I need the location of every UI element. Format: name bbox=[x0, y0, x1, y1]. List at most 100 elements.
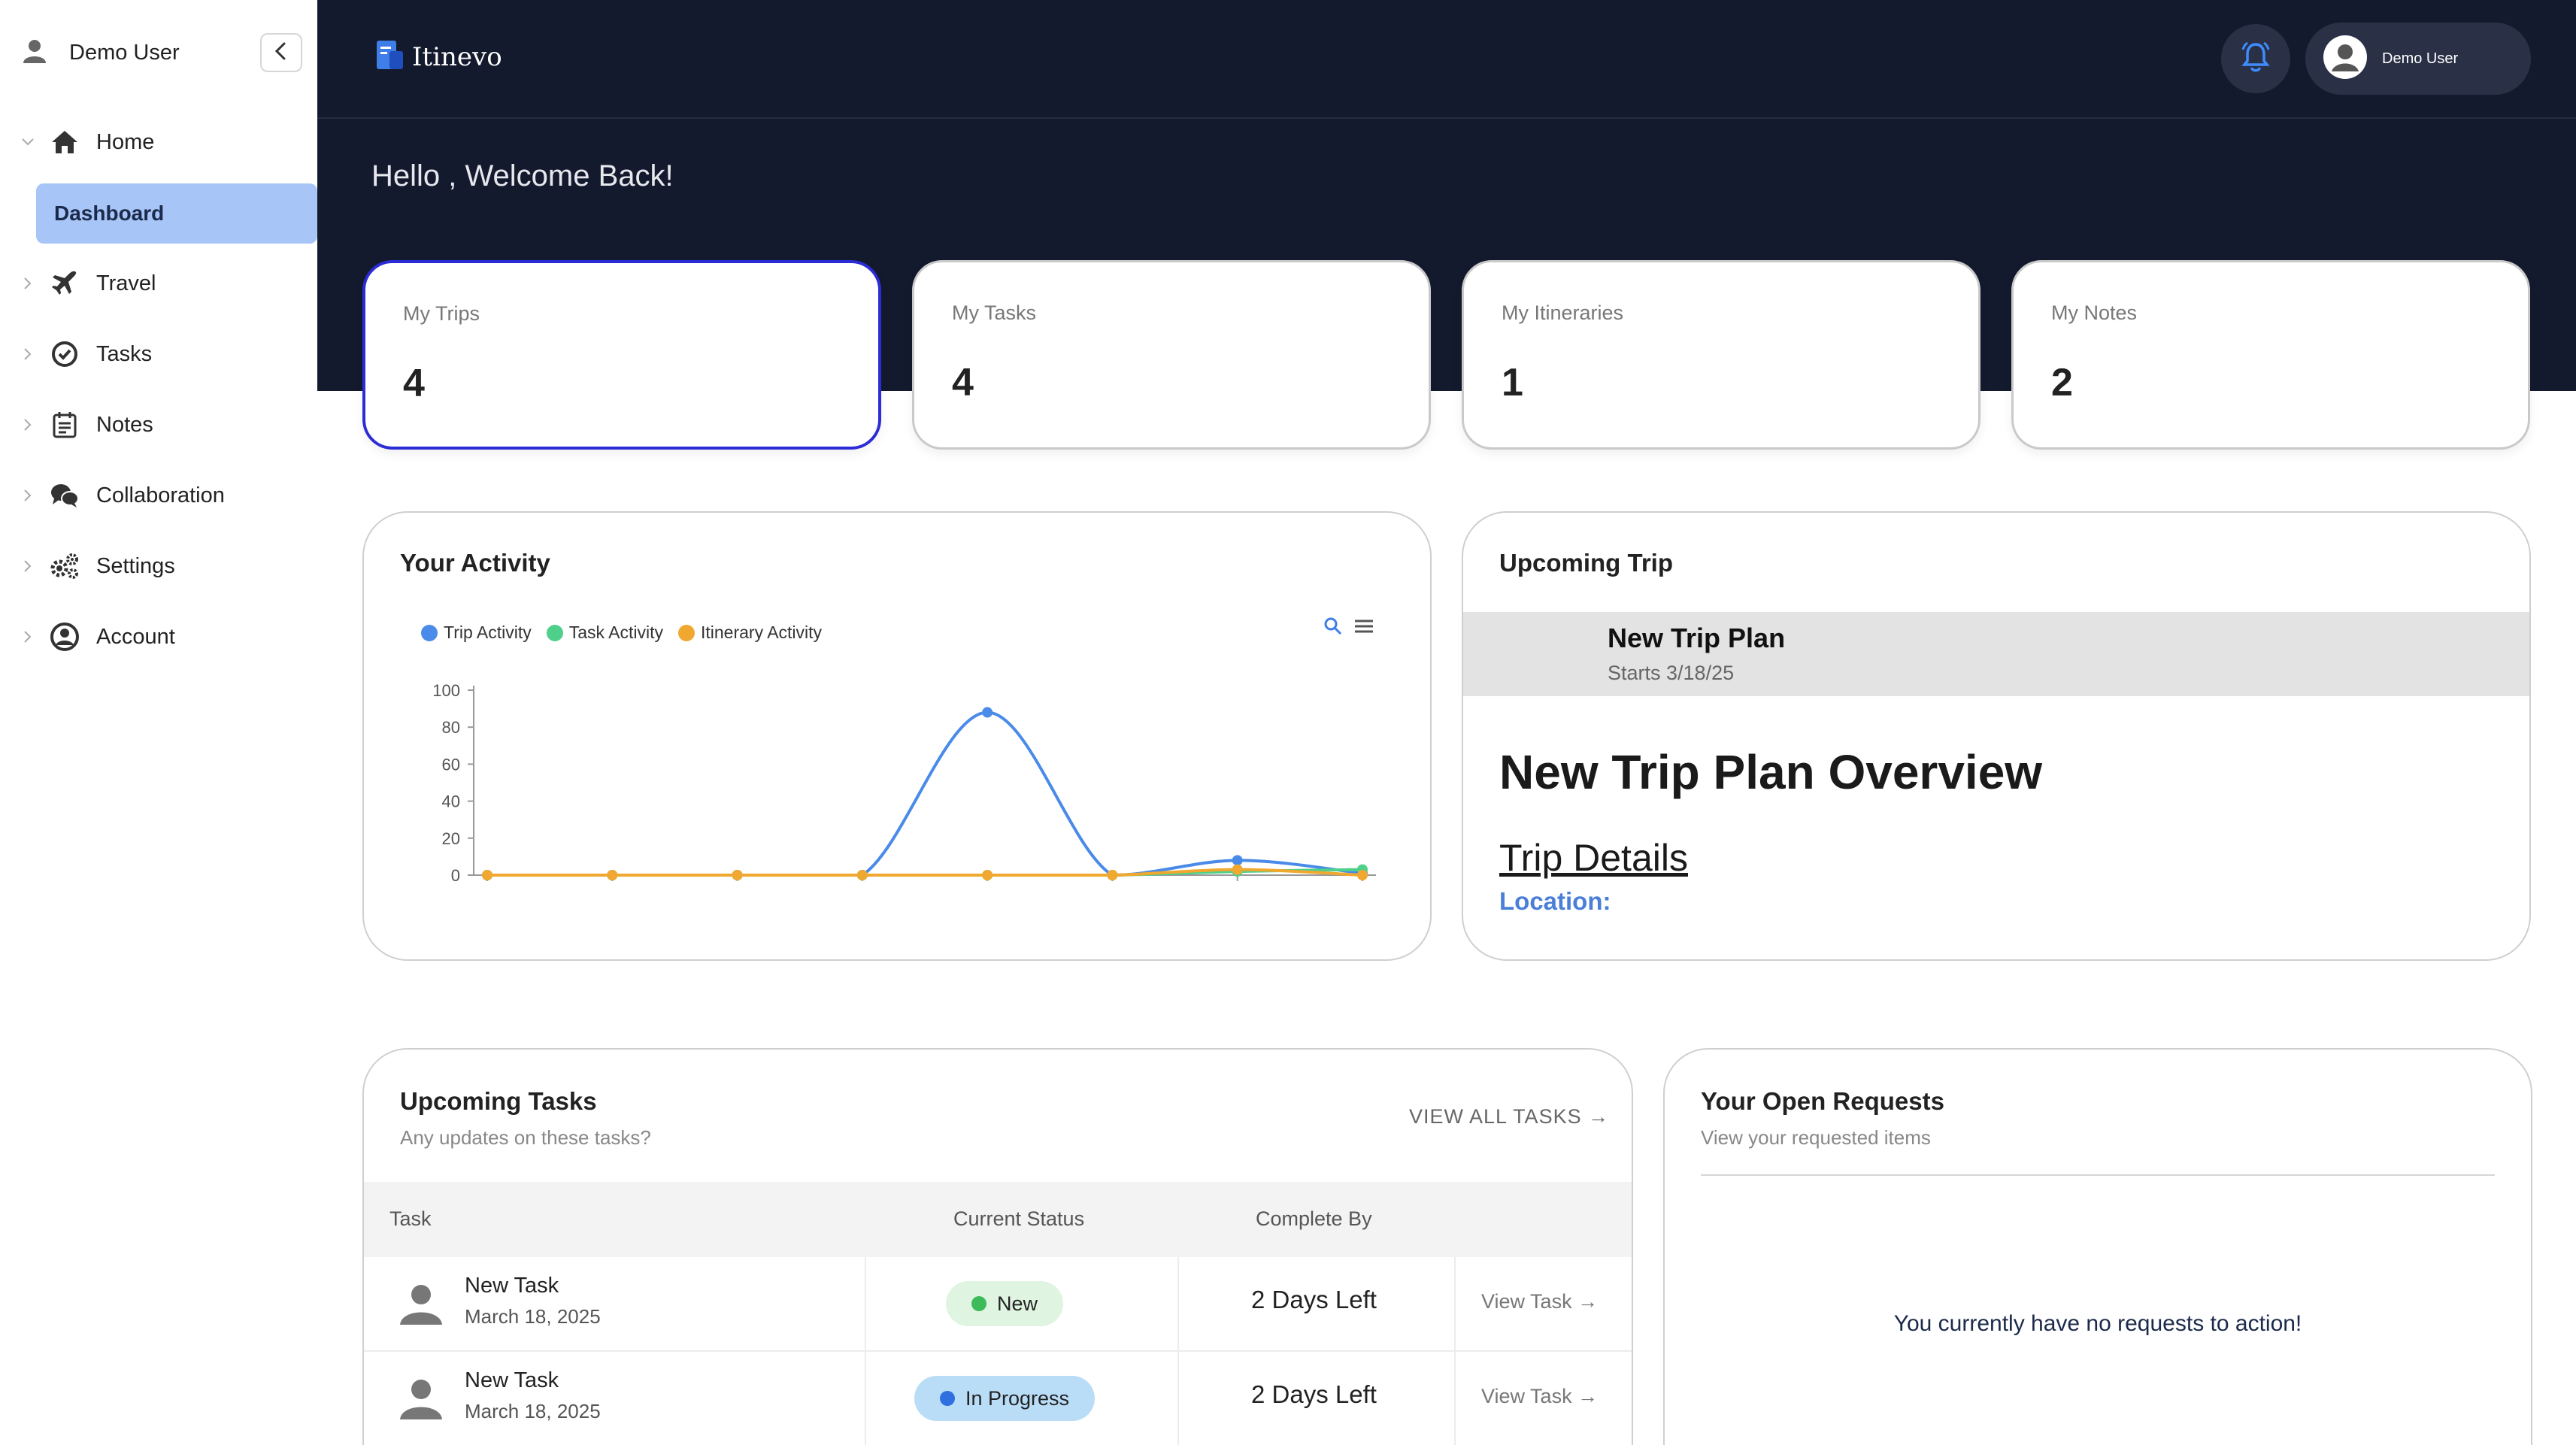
sidebar-item-label: Tasks bbox=[96, 341, 153, 366]
trip-location-label: Location: bbox=[1499, 887, 1611, 915]
chevron-right-icon bbox=[20, 417, 36, 433]
activity-chart: 100 80 60 40 20 0 bbox=[432, 681, 1376, 885]
chevron-right-icon bbox=[20, 275, 36, 292]
sidebar-item-label: Home bbox=[96, 129, 155, 154]
user-icon bbox=[21, 38, 48, 68]
legend-swatch bbox=[677, 624, 695, 641]
stat-card-tasks[interactable]: My Tasks 4 bbox=[912, 260, 1431, 450]
logo-icon bbox=[376, 39, 405, 74]
zoom-icon[interactable] bbox=[1323, 616, 1343, 640]
top-bar bbox=[317, 0, 2576, 119]
column-header-complete-by: Complete By bbox=[1256, 1207, 1372, 1230]
chart-legend: Trip Activity Task Activity Itinerary Ac… bbox=[421, 623, 822, 643]
stat-card-itineraries[interactable]: My Itineraries 1 bbox=[1462, 260, 1980, 450]
data-point bbox=[1232, 864, 1243, 875]
sidebar-item-account[interactable]: Account bbox=[0, 607, 317, 666]
sidebar-item-label: Collaboration bbox=[96, 483, 225, 507]
stat-card-notes[interactable]: My Notes 2 bbox=[2011, 260, 2530, 450]
notes-icon bbox=[48, 408, 81, 441]
stat-card-trips[interactable]: My Trips 4 bbox=[362, 260, 881, 450]
sidebar-item-label: Travel bbox=[96, 271, 156, 295]
trip-details-link[interactable]: Trip Details bbox=[1499, 837, 1688, 879]
stat-label: My Notes bbox=[2051, 301, 2138, 324]
sidebar-item-tasks[interactable]: Tasks bbox=[0, 325, 317, 383]
activity-title: Your Activity bbox=[400, 549, 550, 577]
user-menu-button[interactable]: Demo User bbox=[2305, 23, 2531, 95]
task-due: 2 Days Left bbox=[1251, 1380, 1377, 1408]
user-menu-name: Demo User bbox=[2382, 50, 2459, 67]
menu-icon[interactable] bbox=[1353, 618, 1374, 638]
legend-item[interactable]: Task Activity bbox=[546, 623, 663, 643]
y-tick-label: 20 bbox=[442, 829, 460, 848]
sidebar-item-travel[interactable]: Travel bbox=[0, 254, 317, 313]
activity-panel bbox=[362, 511, 1432, 961]
stat-value: 2 bbox=[2051, 361, 2073, 404]
upcoming-tasks-subtitle: Any updates on these tasks? bbox=[400, 1126, 651, 1149]
data-point bbox=[1232, 855, 1243, 866]
chevron-right-icon bbox=[20, 346, 36, 362]
gears-icon bbox=[48, 550, 81, 583]
view-task-link[interactable]: View Task → bbox=[1481, 1290, 1599, 1313]
column-divider bbox=[865, 1352, 866, 1445]
task-name: New Task bbox=[465, 1274, 559, 1298]
column-divider bbox=[1454, 1352, 1456, 1445]
column-header-status: Current Status bbox=[953, 1207, 1085, 1230]
data-point bbox=[1107, 870, 1118, 880]
upcoming-trip-title: Upcoming Trip bbox=[1499, 549, 1673, 577]
empty-requests-message: You currently have no requests to action… bbox=[1893, 1311, 2302, 1336]
sidebar-item-notes[interactable]: Notes bbox=[0, 395, 317, 454]
legend-swatch bbox=[546, 624, 563, 641]
trip-name: New Trip Plan bbox=[1608, 623, 1786, 653]
view-task-link[interactable]: View Task → bbox=[1481, 1385, 1599, 1407]
series-line bbox=[486, 868, 1363, 877]
chart-toolbar bbox=[1323, 616, 1374, 640]
chevron-left-icon bbox=[273, 41, 289, 65]
sidebar-item-label: Settings bbox=[96, 553, 175, 578]
status-badge: In Progress bbox=[914, 1376, 1096, 1421]
stat-value: 4 bbox=[952, 361, 974, 404]
collapse-sidebar-button[interactable] bbox=[260, 33, 302, 72]
status-dot bbox=[940, 1391, 955, 1406]
app-logo[interactable]: Itinevo bbox=[376, 39, 502, 74]
y-tick-label: 80 bbox=[442, 718, 460, 737]
legend-label: Task Activity bbox=[568, 623, 663, 642]
sidebar-item-settings[interactable]: Settings bbox=[0, 537, 317, 595]
upcoming-tasks-title: Upcoming Tasks bbox=[400, 1087, 597, 1115]
chevron-right-icon bbox=[20, 487, 36, 504]
chat-icon bbox=[48, 479, 81, 512]
y-tick-label: 0 bbox=[451, 866, 460, 885]
view-all-tasks-link[interactable]: VIEW ALL TASKS → bbox=[1409, 1105, 1610, 1128]
sidebar: Demo User Home Dashboard Travel bbox=[0, 0, 317, 1445]
welcome-message: Hello , Welcome Back! bbox=[371, 159, 674, 192]
sidebar-item-dashboard[interactable]: Dashboard bbox=[36, 183, 317, 244]
status-label: New bbox=[997, 1292, 1038, 1315]
status-dot bbox=[971, 1296, 986, 1311]
series-line bbox=[486, 710, 1363, 877]
data-point bbox=[607, 870, 618, 880]
trip-overview-heading: New Trip Plan Overview bbox=[1499, 745, 2043, 799]
stat-label: My Itineraries bbox=[1502, 301, 1624, 324]
sidebar-item-collaboration[interactable]: Collaboration bbox=[0, 466, 317, 525]
task-avatar-icon bbox=[397, 1373, 445, 1425]
avatar bbox=[2323, 35, 2367, 83]
data-point bbox=[982, 870, 993, 880]
table-row[interactable]: New Task March 18, 2025 In Progress 2 Da… bbox=[364, 1352, 1632, 1445]
trip-row[interactable]: New Trip Plan Starts 3/18/25 bbox=[1463, 612, 2529, 696]
sidebar-item-label: Notes bbox=[96, 412, 153, 437]
data-point bbox=[732, 870, 743, 880]
chevron-right-icon bbox=[20, 558, 36, 574]
table-row[interactable]: New Task March 18, 2025 New 2 Days Left … bbox=[364, 1257, 1632, 1352]
plane-icon bbox=[48, 267, 81, 300]
column-header-task: Task bbox=[389, 1207, 432, 1230]
tasks-table-header: Task Current Status Complete By bbox=[364, 1182, 1632, 1257]
y-tick-label: 40 bbox=[442, 792, 460, 811]
legend-item[interactable]: Trip Activity bbox=[421, 623, 532, 643]
sidebar-item-home[interactable]: Home bbox=[0, 113, 317, 171]
notifications-button[interactable] bbox=[2221, 24, 2290, 93]
sidebar-user[interactable]: Demo User bbox=[21, 33, 180, 72]
sidebar-item-label: Account bbox=[96, 624, 175, 649]
legend-item[interactable]: Itinerary Activity bbox=[677, 623, 822, 643]
column-divider bbox=[1177, 1352, 1179, 1445]
task-date: March 18, 2025 bbox=[465, 1400, 601, 1422]
column-divider bbox=[1454, 1257, 1456, 1352]
